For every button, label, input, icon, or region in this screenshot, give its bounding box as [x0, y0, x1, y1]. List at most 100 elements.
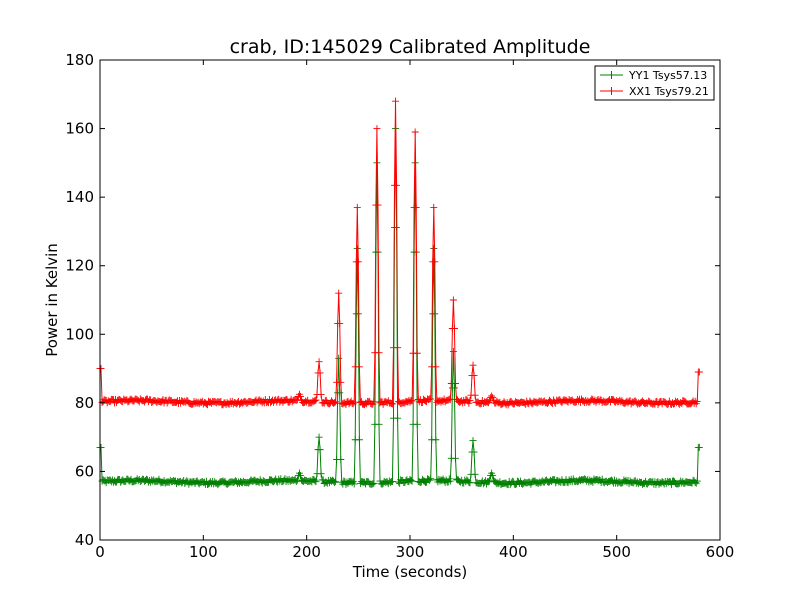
data-point [413, 349, 421, 357]
data-point [408, 477, 416, 485]
data-point [408, 397, 416, 405]
data-point [375, 420, 383, 428]
data-point [394, 414, 402, 422]
data-point [293, 396, 301, 404]
data-point [388, 400, 396, 408]
data-point [331, 478, 339, 486]
y-tick-label: 80 [75, 394, 94, 412]
data-point [412, 204, 420, 212]
data-point [695, 368, 703, 376]
data-point [292, 477, 300, 485]
axes-layer: 0 100 200 300 400 500 600 40 60 80 100 120 140 160 180 [65, 51, 734, 561]
data-point [315, 433, 323, 441]
data-point [693, 397, 701, 405]
x-tick-label: 400 [499, 543, 528, 561]
data-point [332, 478, 340, 486]
data-point [431, 258, 439, 266]
data-point [470, 448, 478, 456]
data-point [450, 325, 458, 333]
data-point [393, 181, 401, 189]
data-point [693, 477, 701, 485]
data-point [355, 436, 363, 444]
legend-marker-1 [607, 87, 616, 95]
data-point [353, 245, 361, 253]
data-point [296, 472, 304, 480]
series-markers-1 [96, 97, 703, 409]
x-tick-label: 0 [95, 543, 105, 561]
y-tick-label: 120 [65, 257, 94, 275]
data-point [336, 389, 344, 397]
data-point [370, 398, 378, 406]
series-1 [96, 97, 703, 409]
data-point [470, 371, 478, 379]
data-point [337, 378, 345, 386]
data-point [446, 477, 454, 485]
data-point [471, 470, 479, 478]
data-point [407, 476, 415, 484]
data-point [370, 479, 378, 487]
data-point [392, 97, 400, 105]
data-point [355, 363, 363, 371]
data-point [315, 358, 323, 366]
data-point [311, 477, 319, 485]
data-point [375, 349, 383, 357]
data-point [465, 478, 473, 486]
data-point [316, 446, 324, 454]
data-point [430, 245, 438, 253]
y-axis-label: Power in Kelvin [43, 243, 61, 357]
x-tick-label: 100 [189, 543, 218, 561]
chart-title: crab, ID:145029 Calibrated Amplitude [230, 36, 591, 58]
data-point [373, 125, 381, 133]
data-point [466, 396, 474, 404]
legend-marker-0 [607, 71, 616, 79]
data-point [432, 363, 440, 371]
y-tick-label: 160 [65, 120, 94, 138]
data-point [336, 320, 344, 328]
data-point [312, 396, 320, 404]
data-point [335, 354, 343, 362]
data-point [426, 476, 434, 484]
data-point [488, 392, 496, 400]
data-point [466, 479, 474, 487]
plot-area [100, 60, 720, 540]
data-point [485, 399, 493, 407]
series-layer [96, 97, 703, 489]
y-tick-label: 60 [75, 462, 94, 480]
data-point [374, 201, 382, 209]
data-point [394, 344, 402, 352]
x-tick-label: 300 [396, 543, 425, 561]
data-point [489, 394, 497, 402]
legend-label-1: XX1 Tsys79.21 [629, 85, 709, 98]
x-tick-label: 600 [706, 543, 735, 561]
y-tick-label: 140 [65, 188, 94, 206]
data-point [451, 454, 459, 462]
legend-label-0: YY1 Tsys57.13 [628, 69, 707, 82]
data-point [413, 420, 421, 428]
y-tick-label: 40 [75, 531, 94, 549]
data-point [427, 395, 435, 403]
legend-box [594, 65, 715, 101]
data-point [469, 361, 477, 369]
data-point [353, 203, 361, 211]
data-point [411, 128, 419, 136]
x-tick-label: 500 [602, 543, 631, 561]
data-point [427, 475, 435, 483]
data-point [354, 258, 362, 266]
data-point [667, 481, 675, 489]
x-axis-label: Time (seconds) [352, 563, 468, 581]
plot-background [100, 60, 720, 540]
data-point [451, 379, 459, 387]
series-markers-0 [96, 125, 703, 489]
data-point [449, 347, 457, 355]
data-point [446, 395, 454, 403]
data-point [331, 399, 339, 407]
data-point [335, 289, 343, 297]
data-point [485, 478, 493, 486]
y-tick-label: 180 [65, 51, 94, 69]
y-tick-label: 100 [65, 325, 94, 343]
data-point [317, 391, 325, 399]
data-point [695, 443, 703, 451]
data-point [332, 398, 340, 406]
data-point [97, 443, 105, 451]
